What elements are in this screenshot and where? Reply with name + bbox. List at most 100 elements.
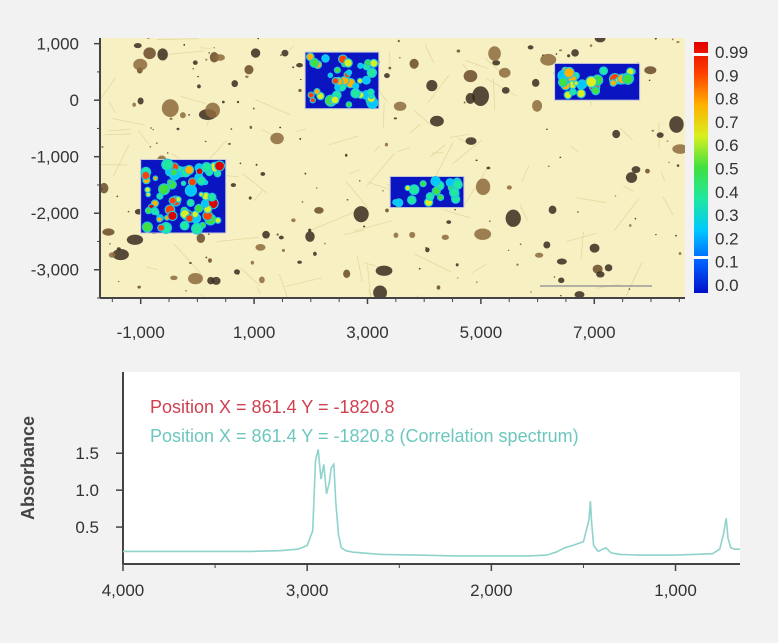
particle — [543, 241, 551, 249]
hotspot — [187, 200, 194, 206]
particle — [308, 228, 312, 233]
particle — [291, 218, 296, 223]
colorbar-label: 0.4 — [715, 183, 739, 202]
particle — [547, 165, 550, 168]
particle — [648, 79, 651, 82]
texture-streak — [108, 129, 131, 132]
particle — [197, 84, 201, 89]
particle — [192, 60, 198, 65]
hotspot — [578, 80, 587, 89]
colorbar-handle-bottom — [692, 256, 710, 259]
particle — [150, 127, 152, 129]
particle — [281, 248, 286, 252]
particle — [208, 258, 212, 263]
particle — [244, 64, 254, 75]
particle — [132, 102, 136, 107]
hotspot — [169, 197, 176, 204]
texture-streak — [619, 127, 633, 141]
x-tick-label: 7,000 — [573, 323, 616, 340]
hotspot — [574, 81, 578, 85]
particle — [393, 232, 399, 238]
particle — [532, 99, 543, 112]
particle — [558, 277, 565, 284]
particle — [314, 206, 324, 214]
texture-streak — [101, 77, 116, 99]
particle — [213, 47, 215, 49]
particle — [628, 224, 632, 227]
particle — [373, 285, 388, 298]
particle — [211, 276, 221, 285]
hotspot — [185, 185, 196, 196]
x-tick-label: 2,000 — [470, 581, 513, 600]
particle — [257, 38, 260, 40]
texture-streak — [353, 220, 392, 232]
texture-streak — [566, 232, 597, 242]
texture-streak — [112, 118, 145, 126]
hotspot — [310, 98, 315, 103]
particle — [654, 38, 657, 40]
hotspot — [208, 193, 216, 201]
texture-streak — [156, 38, 199, 40]
particle — [446, 220, 452, 224]
particle — [645, 168, 650, 174]
texture-streak — [576, 197, 606, 203]
hotspot — [405, 186, 410, 190]
y-tick-label: 0 — [70, 91, 79, 110]
particle — [116, 247, 121, 251]
particle — [530, 291, 532, 293]
hotspot — [215, 218, 221, 223]
particle — [666, 140, 669, 142]
particle — [344, 153, 348, 157]
colorbar-label: 0.2 — [715, 229, 739, 248]
hotspot — [438, 195, 443, 200]
hotspot — [192, 211, 198, 218]
hotspot — [142, 222, 152, 232]
particle — [236, 100, 240, 104]
hotspot — [142, 172, 150, 179]
particle — [133, 58, 148, 71]
particle — [425, 247, 430, 253]
particle — [527, 45, 534, 50]
particle — [239, 162, 242, 165]
particle — [250, 48, 261, 58]
particle — [343, 269, 351, 279]
particle — [556, 258, 567, 265]
particle — [505, 209, 521, 227]
hotspot — [363, 76, 370, 84]
hotspot — [358, 63, 363, 68]
particle — [208, 233, 210, 235]
hotspot — [180, 221, 189, 230]
hotspot — [202, 163, 211, 172]
particle — [280, 54, 282, 56]
texture-streak — [180, 95, 206, 104]
hotspot — [197, 177, 206, 185]
texture-streak — [240, 267, 261, 287]
particle — [489, 220, 491, 222]
hotspot — [202, 200, 209, 207]
particle — [133, 43, 142, 49]
particle — [204, 140, 207, 143]
hotspot — [154, 210, 159, 215]
particle — [101, 182, 109, 194]
particle — [655, 233, 657, 236]
hotspot — [408, 196, 416, 204]
hotspot — [432, 187, 440, 195]
particle — [304, 172, 307, 175]
texture-streak — [373, 145, 381, 152]
hotspot — [365, 60, 371, 66]
texture-streak — [424, 44, 435, 64]
particle — [463, 69, 478, 83]
particle — [126, 234, 144, 245]
texture-streak — [108, 101, 116, 113]
particle — [594, 38, 606, 43]
hotspot — [586, 76, 597, 87]
particle — [441, 234, 449, 240]
legend-entry-position: Position X = 861.4 Y = -1820.8 — [150, 397, 395, 417]
particle — [612, 129, 621, 139]
x-tick-label: 1,000 — [233, 323, 276, 340]
hotspot — [577, 89, 585, 98]
texture-streak — [199, 47, 211, 49]
particle — [475, 281, 478, 283]
particle — [676, 41, 680, 44]
